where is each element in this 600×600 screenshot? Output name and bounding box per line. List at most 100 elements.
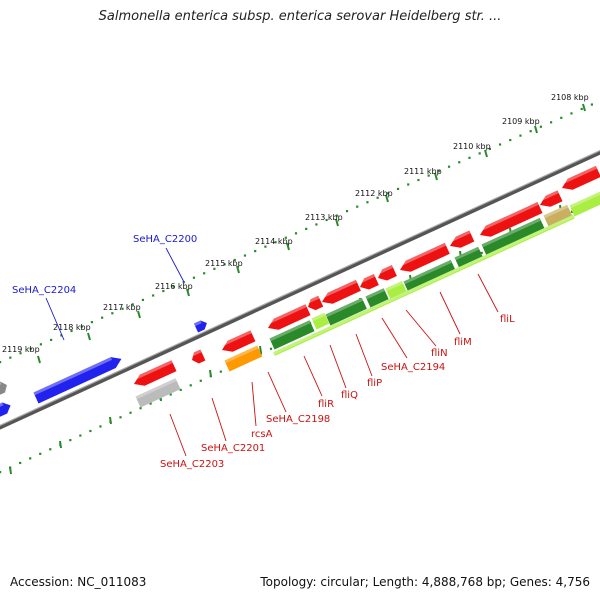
ruler-dot	[50, 338, 53, 341]
ruler-dot	[458, 161, 461, 164]
outer-ruler-dots: 2108 kbp 2109 kbp 2110 kbp 2111 kbp 2112 kbp…	[0, 93, 593, 364]
ruler-dot	[182, 281, 185, 284]
ruler-dot	[570, 112, 573, 115]
ruler-dot	[39, 343, 43, 346]
gene-arrow-reverse	[538, 190, 563, 207]
gene-bar-grey	[135, 378, 181, 408]
gene-arrow-reverse	[306, 295, 324, 311]
leader-line	[405, 309, 437, 347]
ruler-dot	[80, 325, 83, 328]
accession-text: Accession: NC_011083	[10, 575, 147, 589]
leader-line	[329, 344, 347, 389]
ruler-dot	[223, 263, 226, 266]
ruler-major-tick	[59, 440, 62, 449]
ruler-dot	[172, 285, 175, 288]
ruler-dot	[111, 312, 114, 315]
ruler-dot	[89, 429, 92, 433]
gene-label-SeHA_C2201: SeHA_C2201	[201, 443, 265, 454]
gene-bar-green	[543, 204, 573, 227]
gene-arrow-reverse	[376, 265, 397, 281]
gene-label-SeHA_C2200: SeHA_C2200	[133, 234, 197, 245]
gene-label-fliN: fliN	[431, 348, 448, 359]
ruler-dot	[376, 196, 379, 199]
ruler-dot	[192, 276, 196, 279]
ruler-dot	[149, 402, 152, 405]
gene-arrow-reverse	[478, 202, 543, 237]
ruler-tick-label: 2119 kbp	[2, 345, 40, 354]
gene-arrow-reverse	[220, 330, 256, 352]
ruler-dot	[539, 125, 542, 128]
ruler-dot	[478, 152, 481, 155]
ruler-dot	[139, 407, 142, 410]
leader-line	[267, 371, 287, 413]
ruler-major-tick	[434, 172, 438, 181]
ruler-major-tick	[335, 218, 339, 227]
ruler-dot	[70, 329, 73, 333]
ruler-dot	[60, 334, 63, 337]
ruler-dot	[254, 249, 257, 253]
ruler-major-tick	[209, 369, 212, 378]
ruler-major-tick	[534, 125, 538, 134]
gene-arrow-reverse	[266, 304, 311, 330]
genome-summary-text: Topology: circular; Length: 4,888,768 bp…	[260, 575, 590, 589]
feature-labels: SeHA_C2200 SeHA_C2204 fliL fliM fliN SeHA_C21…	[12, 234, 515, 470]
gene-arrow-reverse	[398, 242, 450, 272]
gene-label-SeHA_C2203: SeHA_C2203	[160, 459, 224, 470]
gene-label-fliM: fliM	[454, 337, 472, 348]
gene-arrow-reverse	[132, 360, 177, 386]
ruler-dot	[519, 134, 522, 137]
label-leaders	[45, 247, 499, 457]
ruler-tick-label: 2115 kbp	[205, 259, 243, 268]
ruler-tick-label: 2108 kbp	[551, 93, 589, 102]
gene-bar-green	[325, 297, 367, 326]
leader-line	[381, 317, 408, 359]
gene-arrow-reverse	[358, 274, 379, 290]
genome-backbone	[0, 149, 600, 430]
ruler-dot	[417, 178, 420, 182]
ruler-dot	[570, 210, 574, 213]
ruler-major-tick	[186, 288, 190, 297]
ruler-dot	[29, 347, 32, 350]
ruler-major-tick	[37, 355, 41, 364]
ruler-dot	[396, 187, 400, 191]
map-title: Salmonella enterica subsp. enterica sero…	[98, 9, 502, 24]
ruler-dot	[560, 116, 563, 119]
ruler-tick-label: 2109 kbp	[502, 117, 540, 126]
ruler-tick-label: 2113 kbp	[305, 213, 343, 222]
ruler-dot	[480, 251, 483, 254]
leader-line	[355, 333, 373, 377]
ruler-tick-label: 2110 kbp	[453, 142, 491, 151]
ruler-dot	[19, 352, 22, 355]
ruler-tick-label: 2117 kbp	[103, 303, 141, 312]
ruler-major-tick	[236, 265, 240, 274]
gene-bar-green	[311, 312, 330, 330]
gene-arrow-reverse	[320, 279, 361, 304]
ruler-dot	[305, 227, 308, 230]
ruler-dot	[386, 192, 389, 195]
gene-label-fliQ: fliQ	[341, 390, 358, 401]
backbone-line	[0, 150, 600, 430]
gene-arrow-SeHA_C2204	[33, 357, 122, 404]
leader-line	[303, 355, 323, 397]
ruler-dot	[49, 448, 52, 451]
gene-bar-green	[269, 320, 315, 350]
ruler-dot	[264, 245, 267, 248]
ruler-dot	[39, 452, 42, 455]
leader-line	[211, 397, 227, 442]
gene-label-fliP: fliP	[367, 378, 382, 389]
ruler-major-tick	[582, 103, 586, 112]
ruler-dot	[90, 321, 94, 324]
gene-bar-green	[454, 246, 484, 269]
ruler-dot	[269, 347, 273, 350]
ruler-dot	[219, 370, 222, 373]
ruler-dot	[101, 316, 104, 319]
ruler-dot	[169, 393, 172, 396]
gene-bar-green	[481, 217, 545, 256]
ruler-dot	[233, 258, 236, 262]
ruler-major-tick	[385, 194, 389, 203]
gene-arrow-reverse	[560, 165, 600, 190]
ruler-dot	[0, 361, 2, 364]
leader-line	[439, 291, 461, 335]
ruler-dot	[152, 294, 155, 297]
